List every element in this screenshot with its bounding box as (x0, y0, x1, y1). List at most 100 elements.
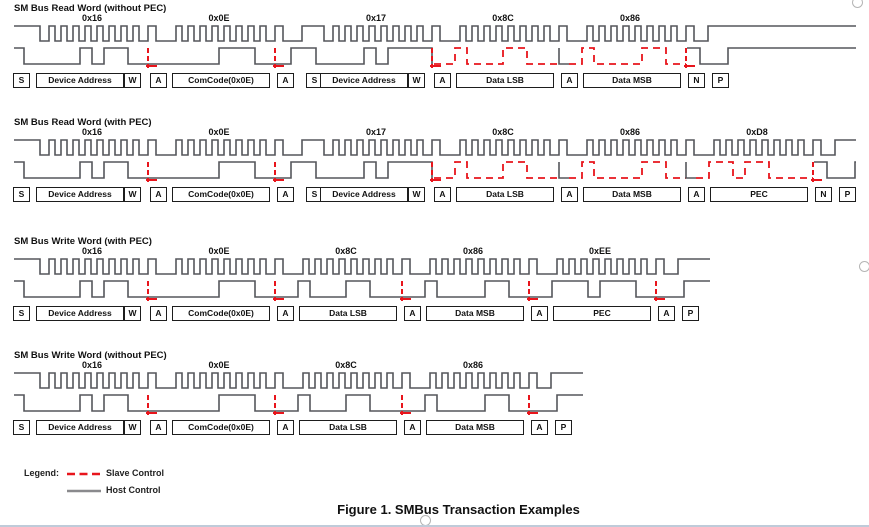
field-box: ComCode(0x0E) (172, 306, 270, 321)
hex-label: 0x16 (81, 127, 103, 137)
field-box: Data LSB (299, 306, 397, 321)
ack-box: A (531, 420, 548, 435)
legend-slave-label: Slave Control (106, 468, 165, 478)
start-box: S (13, 73, 30, 88)
data-waveform-slave (434, 161, 559, 179)
data-waveform-host (685, 162, 696, 179)
data-waveform-host (814, 161, 856, 179)
field-box: Data LSB (299, 420, 397, 435)
legend-slave-dash-sample (67, 472, 101, 476)
hex-label: 0x0E (208, 13, 230, 23)
field-box: Data MSB (426, 306, 524, 321)
hex-label: 0x16 (81, 13, 103, 23)
hex-label: 0x8C (492, 127, 514, 137)
start-box: S (13, 420, 30, 435)
clock-waveform (14, 25, 856, 42)
ack-box: A (150, 306, 167, 321)
section-title-read-no-pec: SM Bus Read Word (without PEC) (14, 3, 167, 14)
stop-box: P (712, 73, 729, 88)
rw-box: W (124, 420, 141, 435)
hex-label: 0xD8 (746, 127, 768, 137)
hex-label: 0x0E (208, 127, 230, 137)
rw-box: W (124, 187, 141, 202)
ack-box: A (688, 187, 705, 202)
data-waveform-host (14, 280, 710, 298)
field-box: Data MSB (583, 187, 681, 202)
data-waveform-host (687, 47, 856, 65)
hex-label: 0x86 (619, 13, 641, 23)
hex-label: 0x8C (492, 13, 514, 23)
clock-waveform (14, 372, 583, 389)
waveform-svg (14, 258, 710, 301)
ack-box: A (277, 73, 294, 88)
ack-box: A (561, 73, 578, 88)
data-waveform-host (14, 394, 583, 412)
legend-host-line-sample (67, 489, 101, 493)
hex-label: 0x16 (81, 246, 103, 256)
field-box: Device Address (36, 420, 124, 435)
data-waveform-host (558, 162, 569, 179)
ack-box: A (531, 306, 548, 321)
field-box: Device Address (320, 73, 408, 88)
hex-label: 0x0E (208, 246, 230, 256)
hex-label: 0x17 (365, 127, 387, 137)
ack-box: A (404, 306, 421, 321)
ack-box: A (150, 420, 167, 435)
ack-box: A (277, 187, 294, 202)
data-waveform-slave (434, 47, 559, 65)
data-waveform-slave (569, 47, 686, 65)
section-title-write-no-pec: SM Bus Write Word (without PEC) (14, 350, 167, 361)
data-waveform-slave (696, 161, 813, 179)
rw-box: W (124, 73, 141, 88)
ack-box: A (150, 187, 167, 202)
data-waveform-slave (569, 161, 686, 179)
field-box: Device Address (36, 187, 124, 202)
field-box: Data LSB (456, 187, 554, 202)
clock-waveform (14, 139, 856, 156)
annotation-circle-top (852, 0, 863, 8)
ack-box: N (688, 73, 705, 88)
hex-label: 0x16 (81, 360, 103, 370)
stop-box: P (682, 306, 699, 321)
data-waveform-host (558, 48, 569, 65)
field-box: Data LSB (456, 73, 554, 88)
ack-box: N (815, 187, 832, 202)
legend-label: Legend: (24, 468, 59, 478)
field-box: ComCode(0x0E) (172, 420, 270, 435)
hex-label: 0x0E (208, 360, 230, 370)
page-bottom-rule (0, 525, 869, 527)
section-title-read-pec: SM Bus Read Word (with PEC) (14, 117, 152, 128)
waveform-svg (14, 139, 856, 182)
section-title-write-pec: SM Bus Write Word (with PEC) (14, 236, 152, 247)
clock-waveform (14, 258, 710, 275)
stop-box: P (555, 420, 572, 435)
hex-label: 0x8C (335, 246, 357, 256)
stop-box: P (839, 187, 856, 202)
field-box: Data MSB (426, 420, 524, 435)
field-box: Data MSB (583, 73, 681, 88)
waveform-svg (14, 25, 856, 68)
ack-box: A (658, 306, 675, 321)
ack-box: A (434, 73, 451, 88)
ack-box: A (434, 187, 451, 202)
ack-box: A (277, 306, 294, 321)
legend-host-label: Host Control (106, 485, 161, 495)
field-box: PEC (710, 187, 808, 202)
hex-label: 0x86 (619, 127, 641, 137)
ack-box: A (277, 420, 294, 435)
hex-label: 0x17 (365, 13, 387, 23)
ack-box: A (404, 420, 421, 435)
ack-box: A (150, 73, 167, 88)
figure-caption: Figure 1. SMBus Transaction Examples (337, 502, 580, 517)
rw-box: W (408, 187, 425, 202)
data-waveform-host (14, 47, 433, 65)
field-box: Device Address (320, 187, 408, 202)
waveform-svg (14, 372, 583, 415)
ack-box: A (561, 187, 578, 202)
hex-label: 0x86 (462, 360, 484, 370)
field-box: Device Address (36, 73, 124, 88)
hex-label: 0x86 (462, 246, 484, 256)
field-box: ComCode(0x0E) (172, 187, 270, 202)
start-box: S (13, 306, 30, 321)
